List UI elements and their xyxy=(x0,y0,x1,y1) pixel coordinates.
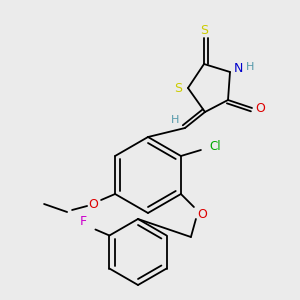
Text: Cl: Cl xyxy=(209,140,221,154)
Text: O: O xyxy=(197,208,207,221)
Text: H: H xyxy=(246,62,254,72)
Text: S: S xyxy=(174,82,182,95)
Text: O: O xyxy=(255,101,265,115)
Text: F: F xyxy=(80,215,87,228)
Text: O: O xyxy=(88,199,98,212)
Text: S: S xyxy=(200,23,208,37)
Text: N: N xyxy=(233,62,243,76)
Text: H: H xyxy=(171,115,179,125)
